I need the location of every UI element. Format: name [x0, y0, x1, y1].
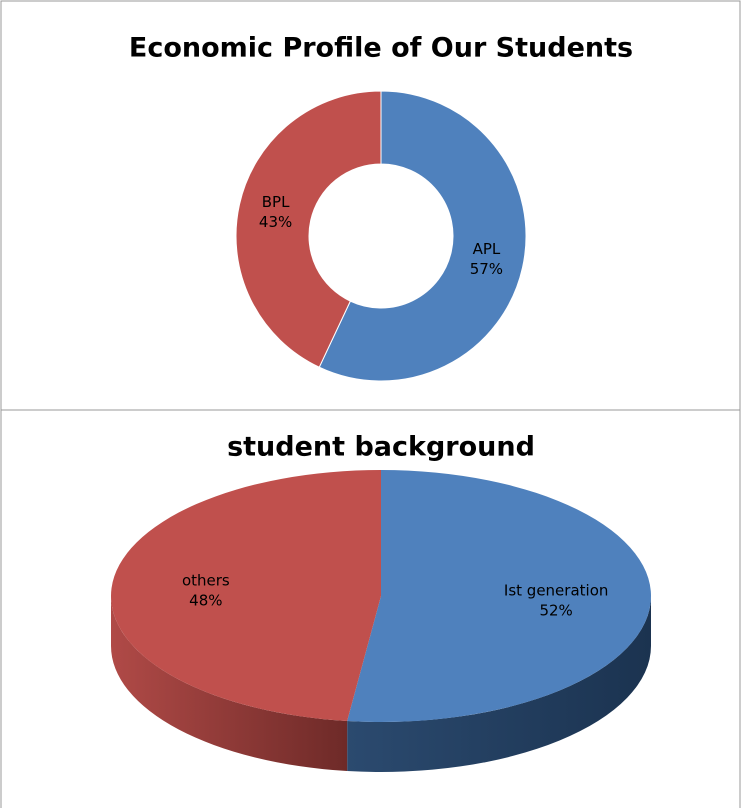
panel-border — [0, 0, 741, 411]
chart-title: Economic Profile of Our Students — [129, 33, 633, 64]
data-label-value: 48% — [189, 591, 222, 609]
donut-slice — [318, 90, 527, 382]
data-label-name: Ist generation — [504, 582, 608, 600]
data-label-name: others — [182, 571, 230, 589]
chart-title: student background — [227, 432, 535, 463]
donut-slice — [235, 90, 382, 368]
pie-slice — [110, 470, 381, 722]
data-label-value: 57% — [470, 260, 503, 278]
pie-slice — [347, 470, 651, 722]
data-label-value: 43% — [259, 213, 292, 231]
pie-side — [347, 596, 651, 772]
data-label-value: 52% — [539, 602, 572, 620]
pie-side — [111, 596, 348, 772]
data-label-name: BPL — [262, 193, 290, 211]
data-label-name: APL — [473, 240, 501, 258]
